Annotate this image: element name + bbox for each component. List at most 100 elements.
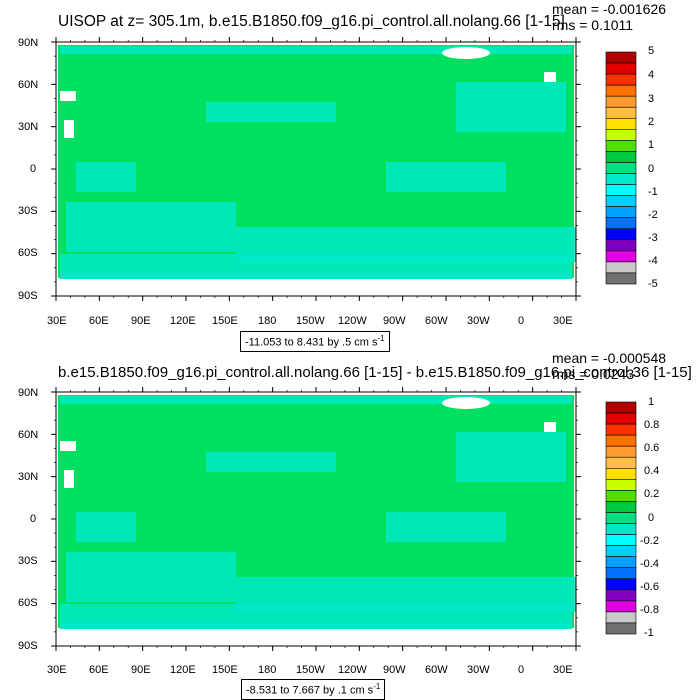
range-exponent: -1 (373, 682, 381, 691)
lat-label: 60N (18, 429, 39, 441)
cyan-anomaly-band (61, 272, 571, 280)
colorbar-label: -2 (648, 209, 658, 221)
lon-label: 90W (383, 664, 406, 676)
lon-label: 90E (131, 664, 151, 676)
range-text: -11.053 to 8.431 by .5 cm s (245, 336, 378, 349)
colorbar-swatch (605, 206, 637, 219)
land-mask-shape (544, 72, 556, 82)
lon-label: 90E (131, 315, 151, 327)
land-mask-shape (60, 91, 76, 101)
lat-label: 0 (30, 163, 37, 175)
lon-label: 120W (338, 664, 367, 676)
lat-label: 30N (18, 471, 39, 483)
colorbar-swatch (605, 239, 637, 252)
colorbar-label: 1 (648, 396, 655, 408)
colorbar-swatch (605, 106, 637, 119)
lat-label: 90S (18, 640, 38, 652)
lon-label: 180 (258, 315, 277, 327)
lon-label: 150W (296, 315, 325, 327)
cyan-anomaly-band (386, 162, 506, 192)
colorbar-swatch (605, 117, 637, 130)
lon-label: 30E (553, 664, 573, 676)
colorbar-swatch (605, 62, 637, 75)
colorbar-label: -0.4 (640, 558, 659, 570)
panel-1-rms: rms = 0.1011 (552, 17, 634, 33)
panel-2-title: b.e15.B1850.f09_g16.pi_control.all.nolan… (58, 364, 692, 381)
greenland-mask (442, 47, 490, 59)
colorbar-label: 3 (648, 93, 655, 105)
colorbar-swatch (605, 261, 637, 274)
colorbar-label: 0.6 (644, 442, 660, 454)
antarctic-mask (56, 279, 576, 296)
cyan-anomaly-band (206, 102, 336, 122)
lon-label: 30W (467, 664, 490, 676)
lat-label: 30N (18, 121, 39, 133)
panel-2-range-label: -8.531 to 7.667 by .1 cm s-1 (241, 679, 386, 700)
colorbar-label: -3 (648, 232, 658, 244)
colorbar-swatch (605, 250, 637, 263)
colorbar-swatch (605, 173, 637, 185)
colorbar-swatch (605, 151, 637, 163)
colorbar-label: -1 (648, 186, 658, 198)
colorbar-swatch (605, 95, 637, 108)
lon-label: 60E (89, 664, 109, 676)
lon-label: 60W (425, 664, 448, 676)
colorbar-label: -5 (648, 278, 658, 290)
lat-label: 30S (18, 555, 38, 567)
cyan-anomaly-band (456, 82, 566, 132)
colorbar-label: 4 (648, 69, 655, 81)
colorbar-swatch (605, 73, 637, 86)
lon-label: 120E (170, 315, 196, 327)
lon-label: 30E (47, 664, 67, 676)
lon-label: 150E (212, 315, 238, 327)
colorbar-swatch (605, 162, 637, 174)
colorbar-label: 0.4 (644, 465, 660, 477)
colorbar-label: -0.6 (640, 581, 659, 593)
range-text: -8.531 to 7.667 by .1 cm s (246, 684, 374, 697)
colorbar-label: 1 (648, 139, 655, 151)
lon-label: 60W (425, 315, 448, 327)
lat-label: 90S (18, 290, 38, 302)
colorbar-swatch (605, 140, 637, 152)
cyan-anomaly-band (76, 162, 136, 192)
colorbar-swatch (605, 228, 637, 241)
lon-label: 120E (170, 664, 196, 676)
lon-label: 30E (47, 315, 67, 327)
lon-label: 180 (258, 664, 277, 676)
colorbar-label: 0 (648, 512, 655, 524)
colorbar-label: -0.2 (640, 535, 659, 547)
colorbar-swatch (605, 184, 637, 196)
lon-label: 90W (383, 315, 406, 327)
colorbar-label: 2 (648, 116, 655, 128)
cyan-anomaly-band (60, 46, 572, 54)
panel-2-rms: rms = 0.0243 (552, 366, 635, 382)
lat-label: 30S (18, 205, 38, 217)
panel-1-mean: mean = -0.001626 (552, 1, 667, 17)
colorbar-label: 0 (648, 163, 655, 175)
cyan-anomaly-band (66, 202, 236, 252)
lat-label: 90N (18, 37, 39, 49)
lat-label: 90N (18, 387, 39, 399)
colorbar-label: 0.8 (644, 419, 660, 431)
panel-1-title: UISOP at z= 305.1m, b.e15.B1850.f09_g16.… (58, 13, 565, 30)
colorbar-swatch (605, 51, 637, 64)
lon-label: 30W (467, 315, 490, 327)
lat-label: 60S (18, 597, 38, 609)
colorbar-swatch (605, 195, 637, 207)
lon-label: 60E (89, 315, 109, 327)
lon-label: 150E (212, 664, 238, 676)
lon-label: 150W (296, 664, 325, 676)
colorbar-label: -0.8 (640, 604, 659, 616)
colorbar-swatch (605, 84, 637, 97)
lat-label: 60N (18, 79, 39, 91)
colorbar-swatch (605, 217, 637, 230)
colorbar-label: 5 (648, 45, 655, 57)
lat-label: 60S (18, 247, 38, 259)
lon-label: 30E (553, 315, 573, 327)
panel-1-range-label: -11.053 to 8.431 by .5 cm s-1 (240, 331, 390, 352)
range-exponent: -1 (377, 334, 385, 343)
colorbar-label: -1 (644, 627, 654, 639)
lon-label: 0 (518, 315, 525, 327)
lon-label: 0 (518, 664, 525, 676)
